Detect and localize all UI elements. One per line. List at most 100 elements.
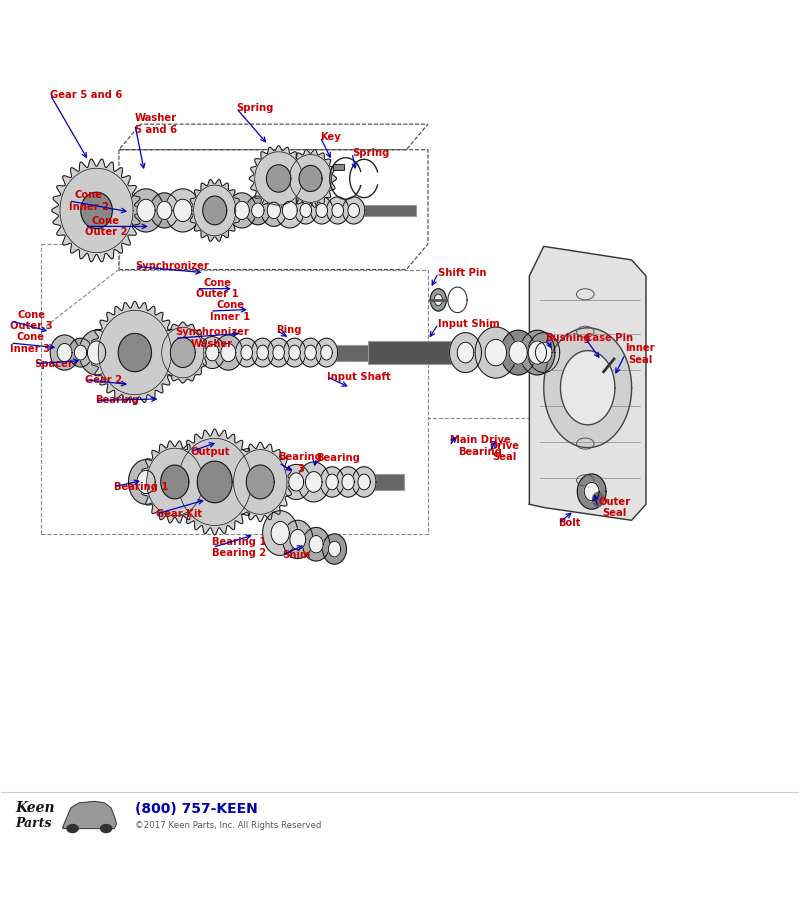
Polygon shape xyxy=(251,338,274,367)
Polygon shape xyxy=(310,197,333,224)
Polygon shape xyxy=(321,345,332,360)
Polygon shape xyxy=(509,341,527,365)
Text: Spring: Spring xyxy=(236,104,274,113)
Polygon shape xyxy=(199,337,225,368)
Polygon shape xyxy=(299,166,322,192)
Polygon shape xyxy=(326,197,349,224)
Text: Parts: Parts xyxy=(15,817,51,830)
Polygon shape xyxy=(273,345,285,360)
Polygon shape xyxy=(150,193,178,228)
Polygon shape xyxy=(528,341,546,365)
Polygon shape xyxy=(289,472,304,491)
Polygon shape xyxy=(275,193,304,228)
Polygon shape xyxy=(578,474,606,509)
Text: Synchronizer: Synchronizer xyxy=(135,261,209,271)
Text: Ring: Ring xyxy=(276,325,302,335)
Polygon shape xyxy=(161,465,189,499)
Polygon shape xyxy=(501,330,536,375)
Polygon shape xyxy=(267,338,290,367)
Polygon shape xyxy=(485,339,506,366)
Polygon shape xyxy=(250,146,308,212)
Polygon shape xyxy=(93,205,416,216)
Polygon shape xyxy=(315,338,338,367)
Polygon shape xyxy=(561,351,615,425)
Polygon shape xyxy=(368,341,456,364)
Polygon shape xyxy=(271,521,290,544)
Ellipse shape xyxy=(101,824,112,832)
Text: Bushing: Bushing xyxy=(546,333,591,343)
Polygon shape xyxy=(189,179,241,241)
Text: Bearing 1
Bearing 2: Bearing 1 Bearing 2 xyxy=(212,536,267,558)
Polygon shape xyxy=(298,462,330,502)
Polygon shape xyxy=(434,294,442,306)
Text: Inner
Seal: Inner Seal xyxy=(626,344,655,365)
Text: Input Shim: Input Shim xyxy=(438,319,500,328)
Text: Cone
Outer 3: Cone Outer 3 xyxy=(10,310,53,331)
Ellipse shape xyxy=(593,492,604,507)
Text: Spacer: Spacer xyxy=(34,359,73,369)
Polygon shape xyxy=(475,327,517,378)
Text: Bolt: Bolt xyxy=(558,518,581,528)
Polygon shape xyxy=(289,345,300,360)
Polygon shape xyxy=(336,467,360,497)
Polygon shape xyxy=(584,482,599,500)
Polygon shape xyxy=(283,338,306,367)
Polygon shape xyxy=(320,467,344,497)
Polygon shape xyxy=(170,338,195,367)
Polygon shape xyxy=(290,529,306,549)
Polygon shape xyxy=(198,461,232,503)
Polygon shape xyxy=(227,442,293,522)
Polygon shape xyxy=(98,310,171,395)
Text: ©2017 Keen Parts, Inc. All Rights Reserved: ©2017 Keen Parts, Inc. All Rights Reserv… xyxy=(135,821,322,830)
Text: Washer
5 and 6: Washer 5 and 6 xyxy=(135,113,177,135)
Polygon shape xyxy=(262,510,298,555)
Text: (800) 757-KEEN: (800) 757-KEEN xyxy=(135,803,258,816)
Polygon shape xyxy=(299,338,322,367)
Polygon shape xyxy=(520,330,555,375)
Polygon shape xyxy=(69,338,93,367)
Polygon shape xyxy=(129,189,164,232)
Polygon shape xyxy=(257,345,269,360)
Polygon shape xyxy=(530,247,646,520)
Polygon shape xyxy=(221,344,236,362)
Text: Cone
Inner 3: Cone Inner 3 xyxy=(10,332,50,354)
Polygon shape xyxy=(535,342,552,363)
Text: Bearing: Bearing xyxy=(316,453,360,463)
Text: Spring: Spring xyxy=(352,148,390,157)
Polygon shape xyxy=(146,448,203,516)
Polygon shape xyxy=(130,474,404,490)
Text: Key: Key xyxy=(320,132,341,142)
Polygon shape xyxy=(282,520,313,559)
Polygon shape xyxy=(246,196,270,225)
Polygon shape xyxy=(162,328,204,378)
Text: Drive
Seal: Drive Seal xyxy=(490,441,519,463)
Polygon shape xyxy=(52,159,142,262)
Polygon shape xyxy=(166,189,200,232)
Text: Gear 2: Gear 2 xyxy=(85,374,122,384)
Text: Bearing 1: Bearing 1 xyxy=(114,482,169,491)
Text: Output: Output xyxy=(190,446,230,456)
Polygon shape xyxy=(326,474,338,490)
Polygon shape xyxy=(306,472,322,492)
Text: Outer
Seal: Outer Seal xyxy=(598,497,630,518)
Text: Cone
Inner 2: Cone Inner 2 xyxy=(69,190,109,212)
Polygon shape xyxy=(235,338,258,367)
Polygon shape xyxy=(285,149,337,207)
Polygon shape xyxy=(332,203,343,218)
Text: Main Drive
Bearing: Main Drive Bearing xyxy=(450,436,510,457)
Polygon shape xyxy=(261,194,286,227)
Polygon shape xyxy=(57,344,72,362)
Text: Cone
Outer 2: Cone Outer 2 xyxy=(85,216,127,238)
Polygon shape xyxy=(140,441,210,523)
Polygon shape xyxy=(294,197,317,224)
Polygon shape xyxy=(246,465,274,499)
FancyBboxPatch shape xyxy=(333,164,344,170)
Polygon shape xyxy=(290,155,332,202)
Polygon shape xyxy=(316,203,327,218)
Polygon shape xyxy=(202,196,226,225)
Text: Case Pin: Case Pin xyxy=(586,333,634,343)
Polygon shape xyxy=(309,536,323,553)
Text: Gear Kit: Gear Kit xyxy=(157,508,202,519)
Polygon shape xyxy=(90,302,179,404)
Polygon shape xyxy=(60,168,133,253)
